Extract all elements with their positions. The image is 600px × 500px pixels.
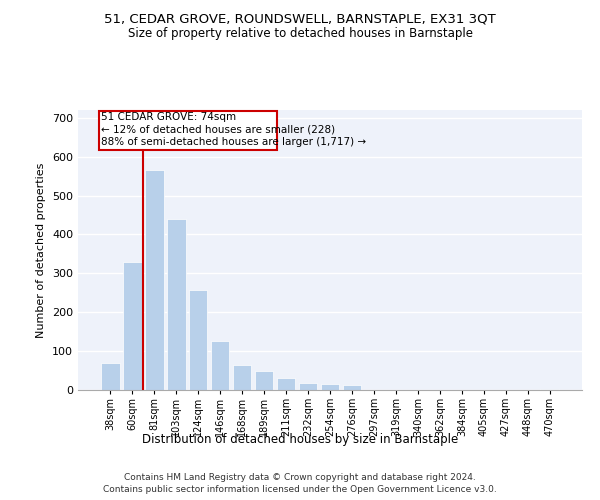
Bar (541, 389, 559, 390)
Bar (343, 386, 361, 390)
Bar (255, 370, 274, 390)
Bar (299, 383, 317, 390)
Text: Distribution of detached houses by size in Barnstaple: Distribution of detached houses by size … (142, 432, 458, 446)
Text: 51, CEDAR GROVE, ROUNDSWELL, BARNSTAPLE, EX31 3QT: 51, CEDAR GROVE, ROUNDSWELL, BARNSTAPLE,… (104, 12, 496, 26)
Bar (123, 262, 142, 390)
Text: 88% of semi-detached houses are larger (1,717) →: 88% of semi-detached houses are larger (… (101, 136, 367, 146)
Bar (99, 111, 277, 150)
Bar (101, 363, 119, 390)
Bar (167, 219, 185, 390)
Text: ← 12% of detached houses are smaller (228): ← 12% of detached houses are smaller (22… (101, 124, 335, 134)
Y-axis label: Number of detached properties: Number of detached properties (37, 162, 46, 338)
Bar (145, 170, 164, 390)
Text: Contains HM Land Registry data © Crown copyright and database right 2024.: Contains HM Land Registry data © Crown c… (124, 472, 476, 482)
Text: Size of property relative to detached houses in Barnstaple: Size of property relative to detached ho… (128, 28, 473, 40)
Bar (233, 364, 251, 390)
Bar (320, 384, 340, 390)
Text: Contains public sector information licensed under the Open Government Licence v3: Contains public sector information licen… (103, 485, 497, 494)
Bar (277, 378, 295, 390)
Bar (189, 290, 208, 390)
Bar (211, 342, 229, 390)
Text: 51 CEDAR GROVE: 74sqm: 51 CEDAR GROVE: 74sqm (101, 112, 236, 122)
